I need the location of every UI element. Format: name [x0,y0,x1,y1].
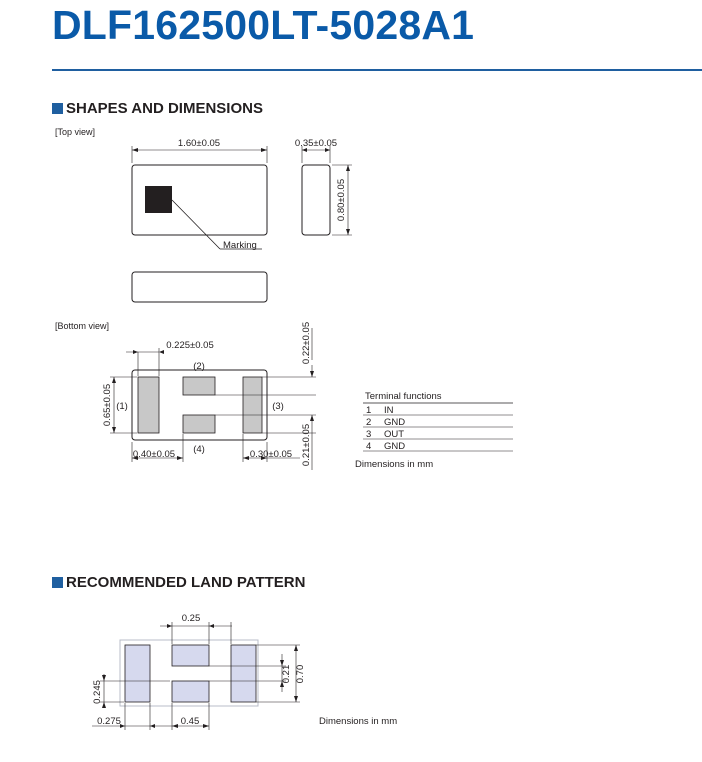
land-dim-0245: 0.245 [92,680,103,704]
terminal-3-label: (3) [272,401,284,412]
terminal-3-pad [242,376,263,434]
dim-030: 0.30±0.05 [250,449,292,460]
land-dim-025: 0.25 [182,613,201,624]
land-outline [119,639,259,707]
bottom-view-body [131,369,268,441]
units-note-land: Dimensions in mm [319,716,397,727]
units-note-shapes: Dimensions in mm [355,459,433,470]
land-dim-045: 0.45 [181,716,200,727]
land-pattern-section-title: RECOMMENDED LAND PATTERN [66,574,306,591]
bottom-view-label: [Bottom view] [55,321,109,331]
top-view-label: [Top view] [55,127,95,137]
dim-040: 0.40±0.05 [133,449,175,460]
marking-leader [171,199,221,250]
land-pad-top [171,644,210,667]
terminal-4-label: (4) [193,444,205,455]
terminal-row-num: 2 [366,417,371,428]
terminal-row-num: 3 [366,429,371,440]
product-title: DLF162500LT-5028A1 [52,2,475,48]
land-pad-bottom [171,680,210,703]
dim-022: 0.22±0.05 [301,322,312,364]
land-dim-070: 0.70 [295,665,306,684]
terminal-row-num: 1 [366,405,371,416]
marking-label: Marking [223,240,257,251]
top-view-body [131,164,268,236]
land-pad-right [230,644,257,703]
terminal-row-func: OUT [384,429,404,440]
terminal-2-pad [182,376,216,396]
land-pattern-section-heading: RECOMMENDED LAND PATTERN [52,574,305,591]
land-dim-0275: 0.275 [97,716,121,727]
marking-square [145,186,172,213]
terminal-2-label: (2) [193,361,205,372]
dim-width: 0.80±0.05 [336,179,347,221]
dim-length: 1.60±0.05 [178,138,220,149]
terminal-row-func: GND [384,441,405,452]
land-dim-021: 0.21 [281,665,292,684]
terminal-row-num: 4 [366,441,371,452]
land-pad-left [124,644,151,703]
terminal-functions-heading: Terminal functions [365,391,442,402]
dim-065: 0.65±0.05 [102,384,113,426]
terminal-row-func: GND [384,417,405,428]
dim-thickness: 0.35±0.05 [295,138,337,149]
terminal-1-pad [137,376,160,434]
dim-021: 0.21±0.05 [301,424,312,466]
terminal-row-func: IN [384,405,394,416]
terminal-4-pad [182,414,216,434]
side-view-body [301,164,331,236]
terminal-1-label: (1) [116,401,128,412]
dim-0225: 0.225±0.05 [166,340,213,351]
title-divider [52,69,702,71]
shapes-section-title: SHAPES AND DIMENSIONS [66,100,263,117]
front-view-body [131,271,268,303]
shapes-section-heading: SHAPES AND DIMENSIONS [52,100,263,117]
section-bullet-icon [52,103,63,114]
section-bullet-icon [52,577,63,588]
